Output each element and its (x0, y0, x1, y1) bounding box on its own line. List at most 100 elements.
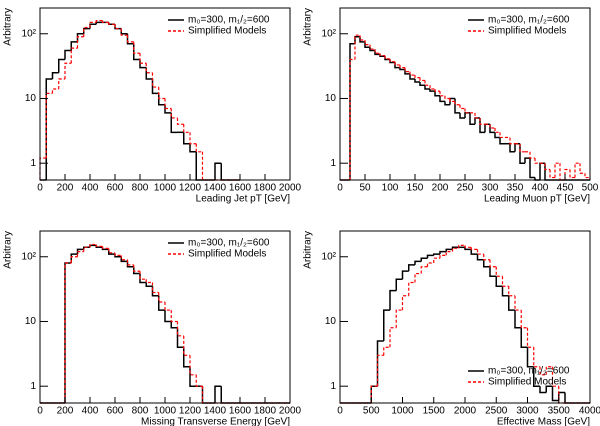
x-tick-label: 100 (382, 183, 399, 194)
histogram-bin (58, 78, 65, 90)
y-axis-label: Arbitrary (303, 231, 314, 269)
y-tick-label: 10 (25, 316, 37, 327)
histogram-bin (189, 355, 197, 376)
histogram-bin (549, 169, 555, 179)
x-tick-label: 3000 (516, 406, 539, 417)
x-tick-label: 1800 (254, 183, 277, 194)
histogram-bin (76, 248, 84, 255)
histogram-bin (574, 162, 580, 178)
y-tick-label: 10 (325, 316, 337, 327)
x-tick-label: 400 (532, 183, 549, 194)
histogram-bin (139, 53, 147, 64)
histogram-bin (429, 89, 435, 92)
histogram-bin (70, 256, 78, 264)
x-tick-label: 250 (457, 183, 474, 194)
x-tick-label: 2000 (454, 406, 477, 417)
histogram-bin (539, 386, 547, 394)
histogram-bin (545, 366, 553, 375)
histogram-bin (114, 24, 122, 30)
y-tick-label: 10² (322, 251, 337, 262)
histogram-bin (404, 67, 410, 73)
histogram-bin (389, 327, 397, 348)
histogram-bin (489, 259, 497, 268)
histogram-bin (424, 80, 430, 86)
x-tick-label: 400 (82, 406, 99, 417)
histogram-bin (195, 151, 203, 181)
histogram-bin (170, 310, 178, 323)
y-axis-label: Arbitrary (303, 8, 314, 46)
histogram-bin (95, 244, 103, 247)
x-tick-label: 0 (337, 406, 343, 417)
x-axis-label: Leading Muon pT [GeV] (484, 194, 590, 205)
histogram-bin (51, 88, 59, 94)
histogram-bin (139, 273, 147, 284)
histogram-bin (433, 257, 440, 264)
histogram-bin (359, 35, 365, 41)
histogram-bin (451, 247, 459, 252)
histogram-bin (101, 20, 109, 23)
histogram-bin (364, 41, 370, 48)
histogram-bin (509, 143, 515, 153)
x-tick-label: 0 (337, 183, 343, 194)
x-tick-label: 2500 (485, 406, 508, 417)
histogram-bin (145, 282, 153, 288)
histogram-bin (558, 386, 565, 404)
histogram-bin (39, 157, 47, 180)
histogram-bin (126, 261, 134, 268)
histogram-bin (95, 19, 103, 23)
histogram-bin (404, 69, 410, 75)
histogram-bin (133, 266, 140, 275)
histogram-bin (434, 91, 440, 97)
legend-label: m₀=300, m₁/₂=600 (188, 238, 270, 249)
histogram-bin (420, 257, 428, 262)
histogram-bin (559, 163, 565, 181)
histogram-bin (189, 143, 197, 153)
histogram-bin (469, 112, 475, 125)
histogram-bin (534, 158, 540, 164)
x-tick-label: 1400 (204, 183, 227, 194)
histogram-bin (145, 63, 153, 74)
histogram-bin (151, 78, 159, 95)
x-tick-label: 1400 (204, 406, 227, 417)
histogram-bin (399, 64, 405, 69)
x-axis-label: Effective Mass [GeV] (497, 417, 590, 426)
histogram-bin (444, 101, 450, 106)
histogram-bin (439, 254, 447, 259)
histogram-bin (414, 272, 422, 283)
x-tick-label: 300 (482, 183, 499, 194)
histogram-bin (495, 276, 503, 288)
histogram-bin (434, 89, 440, 92)
histogram-bin (464, 247, 472, 251)
histogram-bin (408, 264, 415, 272)
histogram-bin (476, 249, 484, 255)
histogram-bin (464, 245, 472, 248)
histogram-bin (183, 335, 190, 356)
histogram-bin (133, 43, 140, 61)
x-tick-label: 1200 (179, 183, 202, 194)
histogram-bin (544, 163, 550, 171)
histogram-bin (449, 98, 455, 103)
histogram-bin (399, 67, 405, 71)
histogram-bin (164, 104, 172, 114)
histogram-bin (529, 158, 535, 179)
histogram-bin (454, 98, 460, 114)
histogram-bin (139, 59, 147, 69)
histogram-bin (151, 286, 159, 297)
histogram-bin (445, 251, 453, 256)
histogram-bin (70, 41, 78, 51)
legend-label: m₀=300, m₁/₂=600 (488, 15, 570, 26)
histogram-bin (108, 22, 115, 25)
histogram-bin (83, 246, 90, 252)
histogram-bin (524, 157, 530, 164)
histogram-bin (164, 310, 172, 323)
histogram-bin (533, 347, 540, 368)
x-tick-label: 500 (363, 406, 380, 417)
legend-label: m₀=300, m₁/₂=600 (488, 366, 570, 377)
histogram-bin (433, 253, 440, 256)
histogram-bin (389, 289, 397, 311)
x-tick-label: 1500 (423, 406, 446, 417)
histogram-bin (126, 259, 134, 266)
histogram-bin (164, 98, 172, 110)
